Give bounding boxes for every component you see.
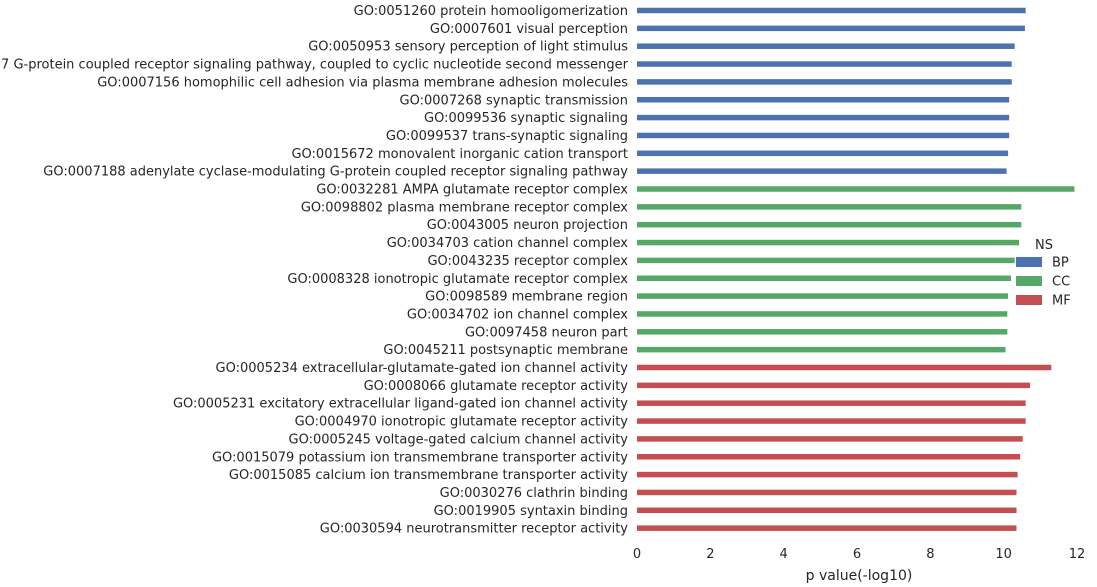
category-label: GO:0008328 ionotropic glutamate receptor… xyxy=(287,272,628,287)
bar-cc xyxy=(637,204,1022,210)
x-tick-label: 12 xyxy=(1069,547,1086,562)
category-label: GO:0007188 adenylate cyclase-modulating … xyxy=(43,165,628,180)
x-tick-label: 8 xyxy=(926,547,934,562)
bar-bp xyxy=(637,97,1010,103)
category-label: GO:0098589 membrane region xyxy=(425,290,628,305)
category-label: GO:0098802 plasma membrane receptor comp… xyxy=(301,200,628,215)
bar-cc xyxy=(637,239,1020,246)
bar-cc xyxy=(637,329,1008,335)
bar-bp xyxy=(637,150,1009,157)
bar-cc xyxy=(637,257,1015,264)
category-label: GO:0043235 receptor complex xyxy=(427,254,628,269)
category-label: GO:0034702 ion channel complex xyxy=(407,307,628,322)
bar-bp xyxy=(637,114,1010,121)
legend-swatch-bp xyxy=(1016,257,1042,267)
legend-label-bp: BP xyxy=(1052,256,1069,271)
x-tick-label: 2 xyxy=(706,547,714,562)
bar-bp xyxy=(637,61,1012,67)
legend-swatch-mf xyxy=(1016,295,1042,305)
category-label: GO:0008066 glutamate receptor activity xyxy=(364,379,629,394)
legend-title: NS xyxy=(1035,238,1053,253)
category-label: GO:0043005 neuron projection xyxy=(427,218,628,233)
bar-mf xyxy=(637,364,1052,371)
bar-cc xyxy=(637,311,1008,317)
category-label: GO:0099536 synaptic signaling xyxy=(424,111,628,126)
bar-mf xyxy=(637,436,1023,442)
bars-layer xyxy=(637,7,1075,531)
category-label: GO:0005245 voltage-gated calcium channel… xyxy=(289,432,629,447)
legend-label-mf: MF xyxy=(1052,294,1071,309)
category-label: GO:0005234 extracellular-glutamate-gated… xyxy=(216,361,629,376)
bar-bp xyxy=(637,7,1026,14)
category-label: GO:0034703 cation channel complex xyxy=(387,236,629,251)
category-label: GO:0051260 protein homooligomerization xyxy=(354,4,628,19)
category-label: GO:0007156 homophilic cell adhesion via … xyxy=(97,75,628,90)
legend: NS BP CC MF xyxy=(1016,238,1071,309)
category-label: GO:0007601 visual perception xyxy=(430,22,628,37)
bar-bp xyxy=(637,168,1007,174)
category-label: GO:0015079 potassium ion transmembrane t… xyxy=(212,450,628,465)
x-axis-label: p value(-log10) xyxy=(806,568,913,584)
category-label: GO:0099537 trans-synaptic signaling xyxy=(386,129,628,144)
bar-mf xyxy=(637,489,1017,496)
bar-cc xyxy=(637,346,1006,353)
category-label: GO:0032281 AMPA glutamate receptor compl… xyxy=(316,183,628,198)
bar-bp xyxy=(637,132,1010,139)
category-labels: GO:0051260 protein homooligomerization GO… xyxy=(0,4,629,537)
category-label: GO:0030276 clathrin binding xyxy=(440,486,628,501)
category-label: GO:0007268 synaptic transmission xyxy=(400,93,628,108)
category-label: GO:0015672 monovalent inorganic cation t… xyxy=(291,147,628,162)
bar-mf xyxy=(637,525,1017,531)
bar-bp xyxy=(637,79,1012,85)
bar-cc xyxy=(637,186,1075,192)
bar-mf xyxy=(637,400,1026,406)
bar-cc xyxy=(637,221,1022,228)
bar-mf xyxy=(637,418,1026,424)
x-tick-label: 6 xyxy=(853,547,861,562)
bar-mf xyxy=(637,471,1018,478)
bar-cc xyxy=(637,293,1009,299)
category-label: GO:0097458 neuron part xyxy=(465,325,628,340)
category-label: GO:0050953 sensory perception of light s… xyxy=(308,40,628,55)
category-label: GO:0015085 calcium ion transmembrane tra… xyxy=(229,468,628,483)
bar-mf xyxy=(637,454,1021,460)
category-label: GO:0005231 excitatory extracellular liga… xyxy=(173,397,628,412)
category-label: GO:0019905 syntaxin binding xyxy=(434,504,628,519)
x-axis: 0 2 4 6 8 10 12 xyxy=(633,547,1085,562)
x-tick-label: 10 xyxy=(995,547,1012,562)
bar-mf xyxy=(637,507,1017,514)
category-label: GO:0045211 postsynaptic membrane xyxy=(383,343,628,358)
legend-swatch-cc xyxy=(1016,276,1042,286)
x-tick-label: 4 xyxy=(780,547,788,562)
bar-bp xyxy=(637,43,1015,49)
bar-bp xyxy=(637,25,1025,32)
category-label: GO:0007187 G-protein coupled receptor si… xyxy=(0,58,629,73)
bar-cc xyxy=(637,275,1011,281)
x-tick-label: 0 xyxy=(633,547,641,562)
category-label: GO:0004970 ionotropic glutamate receptor… xyxy=(295,415,629,430)
bar-mf xyxy=(637,382,1031,389)
legend-label-cc: CC xyxy=(1052,275,1070,290)
category-label: GO:0030594 neurotransmitter receptor act… xyxy=(320,522,629,537)
